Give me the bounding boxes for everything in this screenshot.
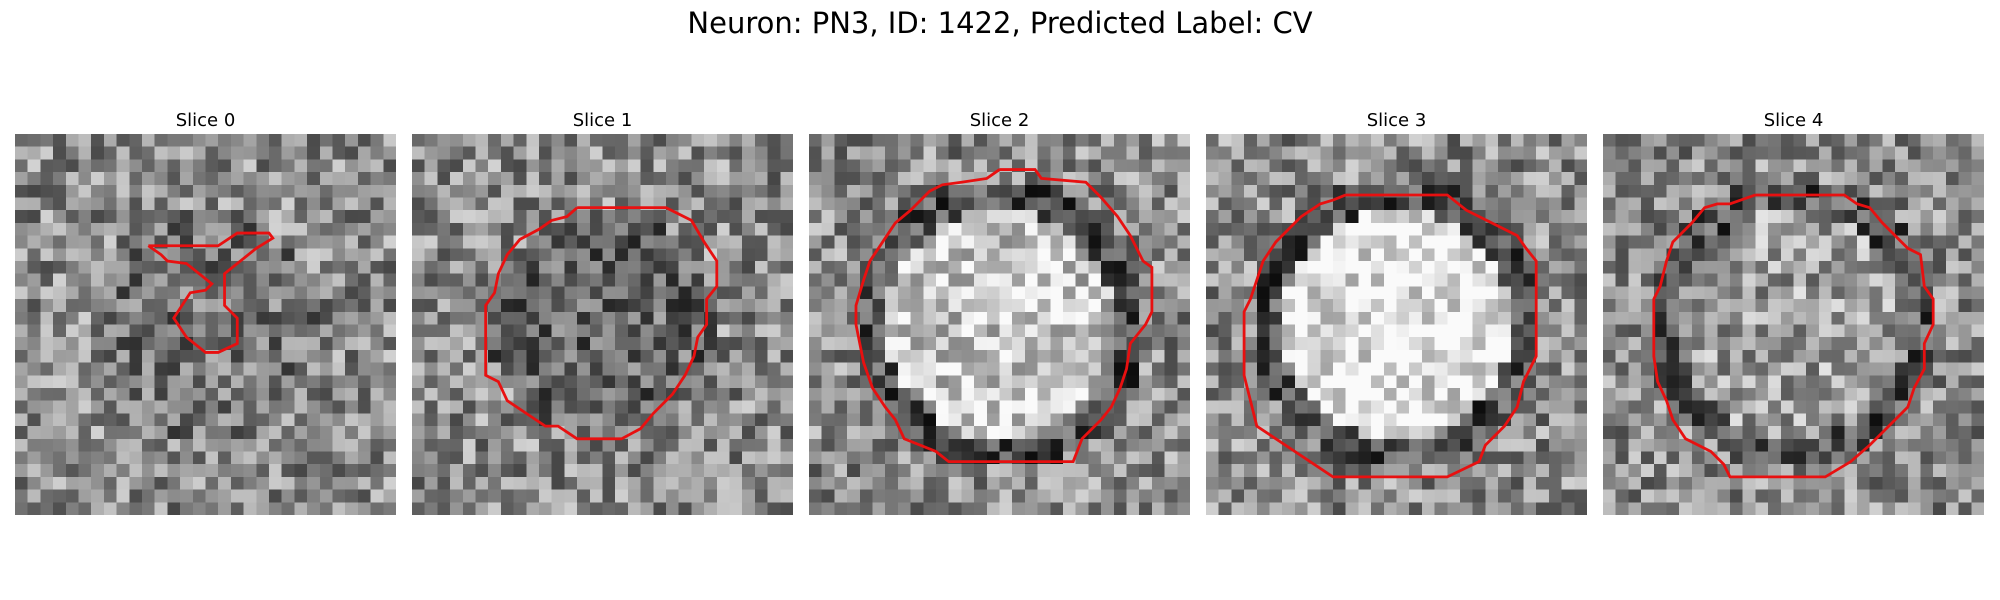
contour-outline xyxy=(1242,193,1538,479)
slice-panel-2: Slice 2 xyxy=(809,108,1190,515)
contour-outline xyxy=(147,231,275,354)
slice-title: Slice 4 xyxy=(1763,110,1824,131)
slice-image-2 xyxy=(809,134,1190,515)
contour-outline xyxy=(484,206,719,441)
figure-title: Neuron: PN3, ID: 1422, Predicted Label: … xyxy=(687,6,1313,40)
slice-image-3 xyxy=(1206,134,1587,515)
slice-image-0 xyxy=(15,134,396,515)
contour-outline xyxy=(854,168,1154,464)
slice-image-4 xyxy=(1603,134,1984,515)
slice-panel-0: Slice 0 xyxy=(15,108,396,515)
slice-panel-3: Slice 3 xyxy=(1206,108,1587,515)
slice-title: Slice 3 xyxy=(1366,110,1427,131)
slice-title: Slice 2 xyxy=(969,110,1030,131)
contour-outline xyxy=(1652,193,1935,479)
slice-panel-1: Slice 1 xyxy=(412,108,793,515)
slice-title: Slice 1 xyxy=(572,110,633,131)
slice-image-1 xyxy=(412,134,793,515)
slice-panel-4: Slice 4 xyxy=(1603,108,1984,515)
slice-title: Slice 0 xyxy=(175,110,236,131)
